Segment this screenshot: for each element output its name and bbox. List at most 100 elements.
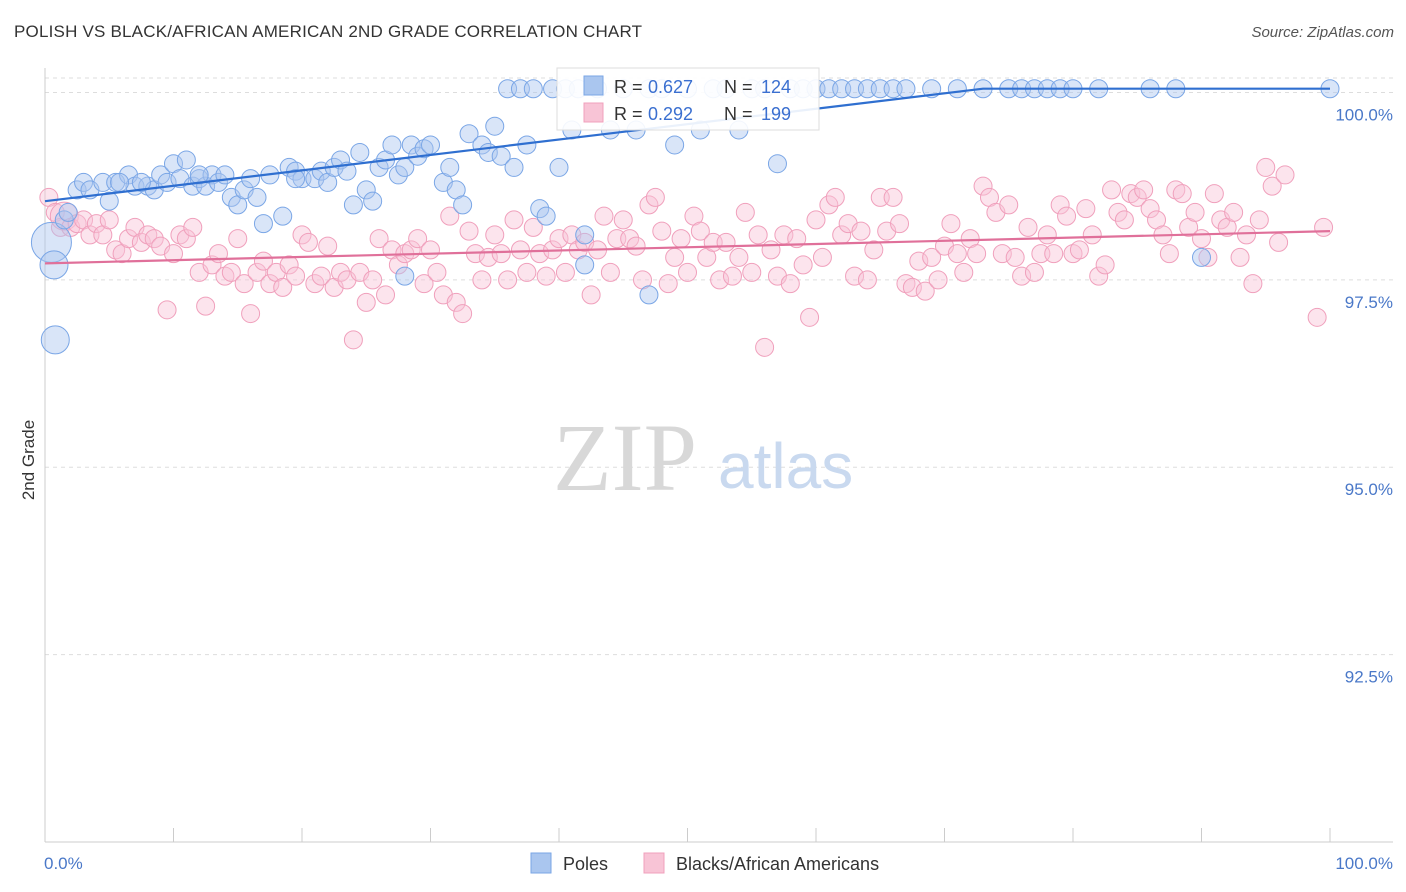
poles-point xyxy=(343,195,363,215)
poles-point xyxy=(536,206,556,226)
blacks-point xyxy=(549,229,569,249)
blacks-point xyxy=(1159,244,1179,264)
poles-point xyxy=(504,157,524,177)
blacks-point xyxy=(131,232,151,252)
watermark-zip: ZIP xyxy=(553,404,697,511)
blacks-point xyxy=(1012,266,1032,286)
blacks-point xyxy=(671,229,691,249)
blacks-point xyxy=(421,240,440,260)
blacks-point xyxy=(883,187,903,207)
blacks-point xyxy=(825,187,845,207)
blacks-trend-line xyxy=(44,230,1331,265)
y-axis-title: 2nd Grade xyxy=(19,420,38,500)
blacks-point xyxy=(665,247,685,267)
blacks-point xyxy=(241,304,261,324)
blacks-point xyxy=(941,214,961,234)
axes xyxy=(44,68,1393,843)
poles-point xyxy=(369,157,389,177)
blacks-point xyxy=(318,236,338,256)
poles-trend-line xyxy=(44,87,1330,203)
blacks-point xyxy=(1037,225,1057,245)
blacks-point xyxy=(292,225,312,245)
blacks-point xyxy=(1063,244,1083,264)
blacks-point xyxy=(1314,217,1334,237)
blacks-point xyxy=(690,221,710,241)
poles-point xyxy=(388,165,408,185)
blacks-point xyxy=(1127,187,1147,207)
blacks-point xyxy=(1243,274,1263,294)
blacks-point xyxy=(1089,266,1109,286)
poles-point xyxy=(523,79,543,99)
blacks-point xyxy=(1108,202,1128,222)
poles-point xyxy=(639,285,659,305)
blacks-point xyxy=(1166,180,1186,200)
blacks-point xyxy=(806,210,826,230)
blacks-point xyxy=(658,274,678,294)
blacks-point xyxy=(1076,199,1096,219)
blacks-point xyxy=(915,281,935,301)
blacks-point xyxy=(427,262,447,282)
x-tick-label: 100.0% xyxy=(1335,854,1393,873)
legend-r-label: R = xyxy=(614,104,643,124)
poles-point xyxy=(151,165,171,185)
blacks-point xyxy=(273,277,293,297)
blacks-point xyxy=(196,296,216,316)
blacks-point xyxy=(279,255,299,275)
bottom-legend-swatch-poles xyxy=(530,852,552,874)
poles-point xyxy=(350,142,370,162)
bottom-legend-swatch-blacks xyxy=(643,852,665,874)
blacks-point xyxy=(864,240,884,260)
blacks-point xyxy=(498,270,518,290)
blacks-point xyxy=(453,304,473,324)
blacks-point xyxy=(1102,180,1122,200)
blacks-point xyxy=(729,247,749,267)
blacks-point xyxy=(1185,202,1205,222)
blacks-point xyxy=(504,210,524,230)
blacks-point xyxy=(1198,247,1218,267)
blacks-point xyxy=(157,300,177,320)
blacks-point xyxy=(221,262,241,282)
blacks-point xyxy=(1095,255,1115,275)
poles-point xyxy=(459,124,479,144)
blacks-point xyxy=(247,262,267,282)
blacks-point xyxy=(1018,217,1038,237)
blacks-point xyxy=(1172,184,1192,204)
blacks-point xyxy=(298,232,318,252)
blacks-point xyxy=(999,195,1019,215)
blacks-point xyxy=(388,255,408,275)
blacks-point xyxy=(491,244,511,264)
watermark: ZIP atlas xyxy=(553,404,853,511)
poles-point xyxy=(176,150,196,170)
blacks-point xyxy=(1121,184,1141,204)
blacks-point xyxy=(369,229,389,249)
y-tick-label: 95.0% xyxy=(1345,480,1393,499)
blacks-point xyxy=(954,262,974,282)
poles-point xyxy=(39,250,69,280)
blacks-point xyxy=(472,270,492,290)
poles-point xyxy=(947,79,967,99)
poles-point xyxy=(241,169,261,189)
y-tick-label: 100.0% xyxy=(1335,105,1393,124)
poles-point xyxy=(110,172,130,192)
blacks-point xyxy=(652,221,672,241)
blacks-point xyxy=(600,262,620,282)
blacks-point xyxy=(787,229,807,249)
blacks-point xyxy=(215,266,235,286)
blacks-point xyxy=(331,262,351,282)
blacks-point xyxy=(1230,247,1250,267)
blacks-point xyxy=(253,251,273,271)
poles-point xyxy=(575,255,595,275)
chart-title: POLISH VS BLACK/AFRICAN AMERICAN 2ND GRA… xyxy=(14,22,643,41)
blacks-point xyxy=(992,244,1012,264)
blacks-point xyxy=(909,251,929,271)
blacks-point xyxy=(1050,195,1070,215)
poles-point xyxy=(401,135,421,155)
blacks-point xyxy=(581,285,601,305)
blacks-point xyxy=(356,292,376,312)
poles-point xyxy=(131,172,151,192)
blacks-point xyxy=(1024,262,1044,282)
bottom-legend-blacks: Blacks/African Americans xyxy=(676,854,879,874)
blacks-point xyxy=(845,266,865,286)
blacks-point xyxy=(485,225,505,245)
